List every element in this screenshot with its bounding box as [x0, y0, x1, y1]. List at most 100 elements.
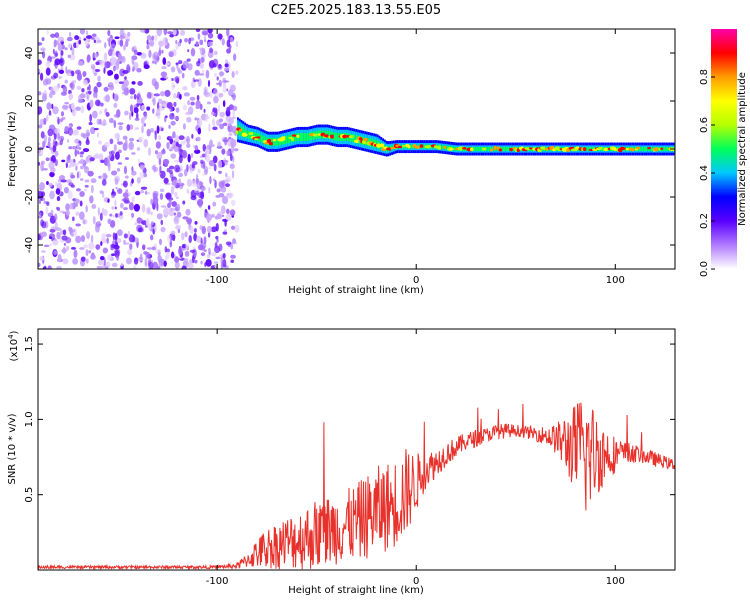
spectrogram-noise-cell — [144, 257, 148, 267]
spectrogram-noise-cell — [200, 260, 203, 265]
spectrogram-noise-cell — [203, 35, 207, 42]
spectrogram-noise-cell — [131, 166, 134, 173]
spectrogram-noise-cell — [168, 200, 172, 205]
spectrogram-noise-cell — [115, 62, 120, 71]
spectrogram-ridge-cell — [251, 131, 254, 140]
spectrogram-noise-cell — [156, 213, 163, 220]
spectrogram-noise-cell — [194, 259, 198, 264]
spectrogram-noise-cell — [116, 238, 122, 243]
spectrogram-noise-cell — [159, 170, 166, 179]
spectrogram-noise-cell — [108, 38, 111, 47]
spectrogram-noise-cell — [196, 60, 201, 67]
spectrogram-noise-cell — [133, 264, 137, 269]
spectrogram-y-tick-label: -40 — [24, 237, 35, 253]
spectrogram-noise-cell — [215, 195, 221, 198]
spectrogram-noise-cell — [122, 135, 128, 140]
spectrogram-noise-cell — [90, 178, 97, 184]
spectrogram-noise-cell — [121, 91, 128, 95]
spectrogram-ridge-cell — [335, 132, 338, 141]
spectrogram-noise-cell — [72, 257, 79, 265]
spectrogram-ridge-hotspot — [509, 147, 513, 152]
spectrogram-noise-cell — [85, 231, 91, 240]
spectrogram-ridge-cell — [665, 147, 668, 151]
spectrogram-noise-cell — [146, 247, 153, 250]
spectrogram-noise-cell — [39, 212, 42, 217]
spectrogram-noise-cell — [207, 232, 211, 238]
spectrogram-noise-cell — [178, 60, 183, 65]
spectrogram-noise-cell — [148, 223, 152, 230]
spectrogram-noise-cell — [76, 85, 82, 90]
spectrogram-noise-cell — [111, 206, 115, 210]
spectrogram-noise-cell — [52, 145, 57, 153]
spectrogram-noise-cell — [93, 127, 99, 131]
spectrogram-noise-cell — [117, 122, 124, 126]
spectrogram-noise-cell — [50, 226, 57, 230]
spectrogram-noise-cell — [50, 33, 56, 38]
spectrogram-ridge-hotspot — [647, 146, 651, 150]
spectrogram-noise-cell — [65, 210, 70, 216]
spectrogram-noise-cell — [171, 77, 174, 82]
spectrogram-ridge-cell — [423, 144, 426, 149]
spectrogram-ridge-hotspot — [407, 144, 411, 149]
spectrogram-noise-cell — [86, 95, 89, 100]
spectrogram-noise-cell — [211, 111, 215, 115]
spectrogram-ridge-cell — [274, 137, 277, 146]
spectrogram-ridge-hotspot — [280, 136, 287, 141]
spectrogram-noise-cell — [196, 199, 204, 207]
spectrogram-noise-cell — [84, 179, 90, 183]
colorbar-ticks: 0.0 0.2 0.4 0.6 0.8 — [699, 69, 715, 277]
spectrogram-ridge-hotspot — [448, 148, 456, 151]
spectrogram-noise-cell — [41, 37, 45, 42]
spectrogram-noise-cell — [80, 165, 84, 170]
spectrogram-noise-cell — [155, 249, 162, 253]
spectrogram-noise-cell — [173, 49, 177, 57]
spectrogram-ridge-hotspot — [481, 147, 487, 151]
spectrogram-noise-cell — [68, 31, 72, 37]
spectrogram-noise-cell — [47, 141, 51, 147]
spectrogram-noise-cell — [117, 229, 123, 236]
spectrogram-noise-cell — [100, 241, 103, 246]
spectrogram-noise-cell — [174, 203, 181, 212]
spectrogram-noise-cell — [69, 53, 76, 61]
spectrogram-noise-cell — [200, 252, 206, 257]
spectrogram-noise-cell — [146, 106, 151, 111]
spectrogram-noise-cell — [65, 245, 70, 251]
spectrogram-noise-cell — [107, 29, 111, 37]
spectrogram-noise-cell — [38, 59, 42, 66]
spectrogram-noise-cell — [208, 123, 211, 133]
spectrogram-noise-cell — [231, 71, 235, 78]
spectrogram-noise-cell — [184, 231, 188, 238]
spectrogram-noise-cell — [133, 93, 137, 100]
spectrogram-noise-cell — [64, 101, 69, 105]
spectrogram-noise-cell — [129, 87, 136, 95]
spectrogram-noise-cell — [149, 234, 154, 241]
spectrogram-noise-cell — [67, 73, 72, 76]
spectrogram-noise-cell — [232, 53, 237, 62]
spectrogram-noise-cell — [79, 247, 85, 250]
spectrogram-noise-cell — [107, 155, 111, 163]
spectrogram-ridge-cell — [276, 137, 279, 146]
spectrogram-noise-cell — [152, 196, 159, 205]
spectrogram-noise-cell — [199, 49, 202, 55]
spectrogram-noise-cell — [228, 122, 231, 127]
spectrogram-noise-cell — [146, 39, 149, 45]
spectrogram-noise-cell — [193, 149, 201, 154]
spectrogram-noise-cell — [89, 99, 94, 108]
spectrogram-noise-cell — [41, 250, 46, 253]
spectrogram-noise-cell — [213, 163, 217, 172]
spectrogram-noise-cell — [158, 263, 162, 266]
spectrogram-noise-cell — [200, 190, 205, 200]
spectrogram-noise-cell — [103, 86, 109, 92]
spectrogram-noise-cell — [83, 79, 88, 86]
spectrogram-noise-cell — [119, 34, 126, 40]
spectrogram-noise-cell — [67, 127, 74, 136]
spectrogram-noise-cell — [170, 146, 175, 150]
spectrogram-noise-cell — [113, 119, 117, 129]
spectrogram-noise-cell — [178, 93, 182, 100]
spectrogram-ridge-cells — [235, 117, 675, 157]
spectrogram-noise-cell — [197, 127, 202, 135]
spectrogram-noise-cell — [205, 213, 212, 222]
spectrogram-noise-cell — [154, 51, 158, 56]
spectrogram-noise-cell — [221, 38, 225, 46]
spectrogram-noise-cell — [71, 102, 75, 111]
